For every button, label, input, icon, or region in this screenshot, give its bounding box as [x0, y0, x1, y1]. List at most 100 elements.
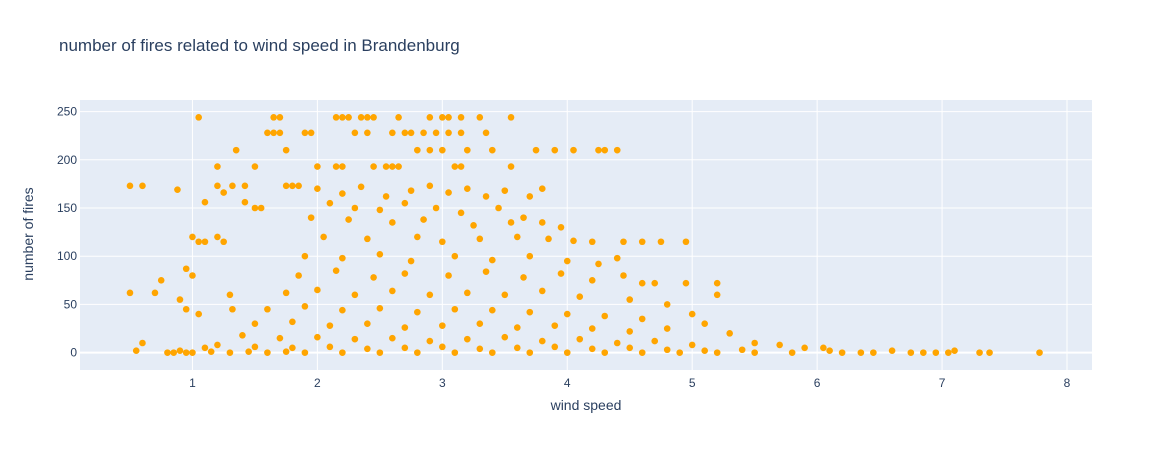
data-point — [364, 114, 371, 121]
data-point — [464, 335, 471, 343]
data-point — [713, 291, 721, 299]
data-point — [282, 146, 290, 154]
data-point — [382, 193, 390, 200]
data-point — [245, 348, 252, 355]
data-point — [339, 163, 346, 170]
data-point — [432, 204, 440, 212]
data-point — [139, 182, 146, 190]
data-point — [432, 129, 440, 137]
data-point — [464, 289, 471, 297]
data-point — [401, 270, 409, 277]
data-point — [488, 256, 496, 264]
data-point — [613, 339, 621, 347]
data-point — [588, 238, 596, 246]
data-point — [482, 193, 490, 200]
data-point — [439, 146, 446, 154]
data-point — [507, 114, 515, 121]
data-point — [214, 163, 221, 170]
data-point — [445, 272, 452, 279]
data-point — [688, 310, 696, 318]
data-point — [620, 238, 627, 246]
data-point — [682, 279, 690, 287]
data-point — [414, 146, 421, 154]
data-point — [351, 335, 359, 343]
data-point — [289, 344, 296, 352]
x-tick-label: 2 — [314, 376, 321, 390]
data-point — [488, 306, 496, 314]
data-point — [164, 349, 171, 356]
y-tick-label: 0 — [70, 346, 77, 360]
data-point — [551, 146, 559, 154]
data-point — [439, 343, 446, 351]
data-point — [264, 349, 271, 356]
data-point — [182, 305, 190, 313]
data-point — [976, 349, 983, 356]
data-point — [551, 322, 559, 329]
data-point — [289, 182, 296, 190]
data-point — [207, 348, 215, 355]
data-point — [251, 320, 259, 328]
data-point — [301, 129, 309, 137]
data-point — [495, 204, 502, 212]
data-point — [320, 233, 327, 241]
data-point — [520, 274, 527, 281]
data-point — [588, 277, 596, 284]
data-point — [888, 347, 896, 355]
data-points — [126, 114, 1043, 356]
data-point — [588, 325, 596, 332]
data-point — [613, 146, 621, 154]
data-point — [195, 310, 202, 318]
data-point — [376, 250, 384, 258]
x-axis-ticks: 1 2 3 4 5 6 7 8 — [189, 376, 1071, 390]
data-point — [357, 114, 365, 121]
data-point — [420, 129, 427, 137]
data-point — [482, 129, 490, 137]
data-point — [201, 344, 209, 352]
x-axis-title: wind speed — [550, 397, 622, 413]
x-tick-label: 1 — [189, 376, 196, 390]
data-point — [601, 146, 609, 154]
data-point — [713, 279, 721, 287]
data-point — [151, 289, 159, 297]
data-point — [682, 238, 690, 246]
data-point — [339, 306, 346, 314]
data-point — [457, 129, 465, 137]
data-point — [426, 114, 434, 121]
data-point — [626, 296, 634, 303]
data-point — [351, 129, 359, 137]
y-tick-label: 250 — [57, 105, 77, 119]
data-point — [401, 199, 409, 207]
data-point — [470, 222, 477, 229]
data-point — [738, 346, 746, 354]
data-point — [601, 312, 609, 320]
data-point — [264, 129, 271, 137]
y-tick-label: 150 — [57, 201, 77, 215]
data-point — [986, 349, 993, 356]
data-point — [426, 182, 434, 190]
data-point — [201, 238, 209, 246]
data-point — [195, 238, 202, 246]
data-point — [314, 333, 321, 341]
data-point — [157, 277, 165, 284]
x-tick-label: 4 — [564, 376, 571, 390]
data-point — [563, 257, 571, 265]
data-point — [282, 348, 290, 355]
data-point — [201, 198, 209, 206]
data-point — [307, 129, 315, 137]
data-point — [588, 345, 596, 353]
y-tick-label: 50 — [64, 297, 78, 311]
data-point — [838, 349, 846, 356]
data-point — [426, 146, 434, 154]
data-point — [389, 334, 396, 342]
data-point — [295, 182, 302, 190]
data-point — [414, 349, 421, 356]
data-point — [870, 349, 877, 356]
data-point — [445, 189, 452, 196]
data-point — [507, 219, 515, 226]
data-point — [345, 114, 352, 121]
data-point — [364, 345, 371, 353]
data-point — [651, 337, 659, 345]
data-point — [339, 349, 346, 356]
data-point — [688, 341, 696, 349]
data-point — [295, 272, 302, 279]
